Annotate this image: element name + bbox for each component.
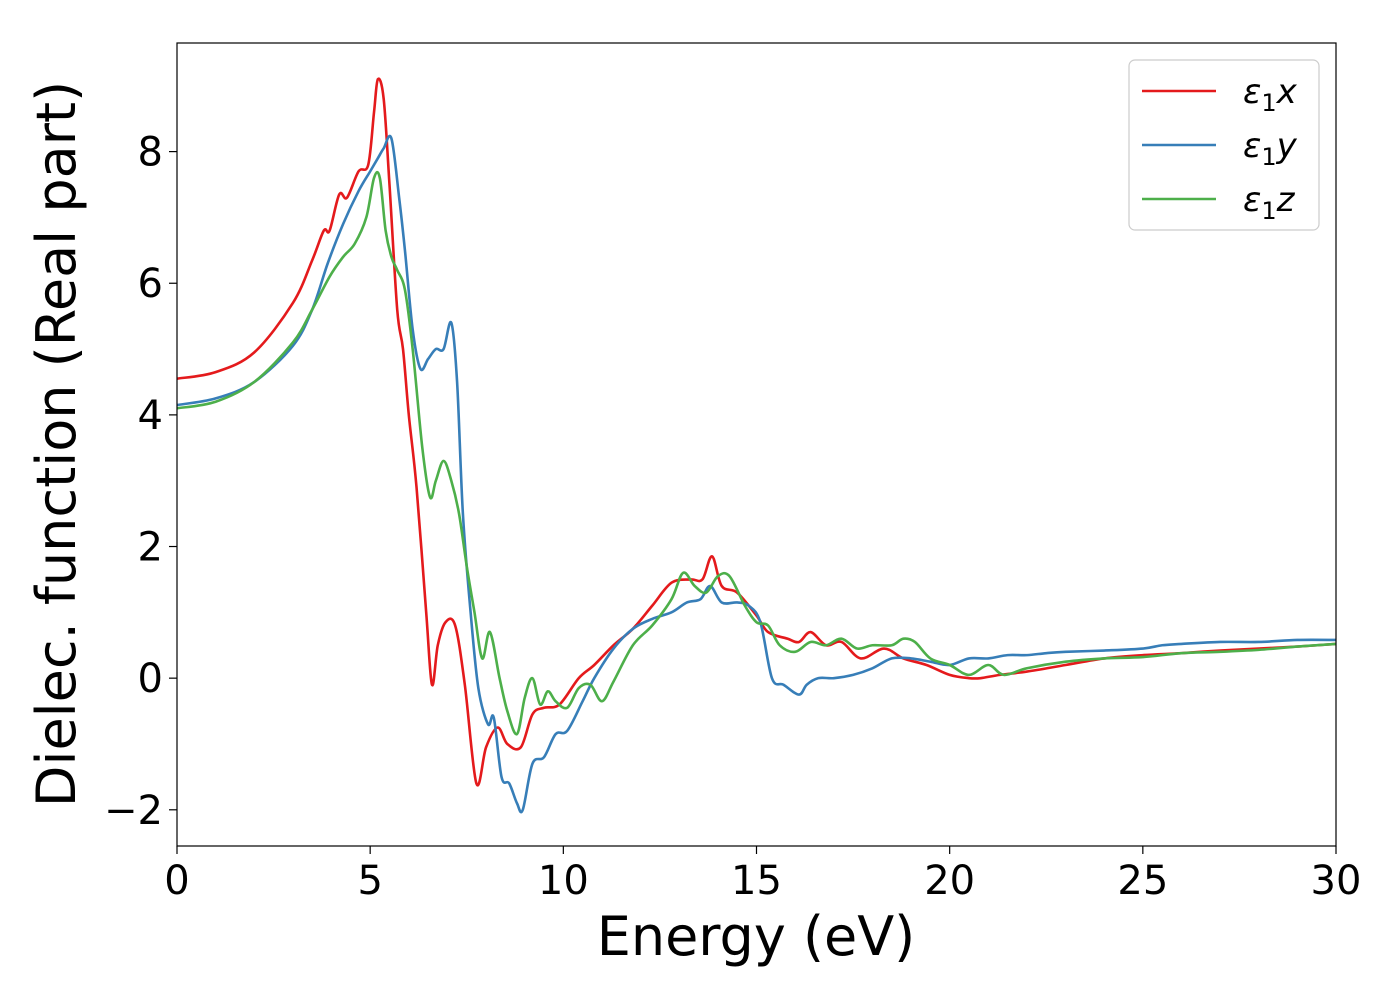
- legend-items: ε1x ε1y ε1z: [1142, 72, 1298, 225]
- legend-label-3: ε1z: [1243, 180, 1296, 225]
- y-tick-label: 6: [138, 261, 163, 307]
- legend-box: [1128, 59, 1320, 231]
- x-axis: 0 5 10 15 20 25 30: [164, 846, 1361, 904]
- y-tick-label: 2: [138, 525, 163, 571]
- x-tick-label: 5: [357, 858, 382, 904]
- y-tick-label: 4: [138, 393, 163, 439]
- x-tick-label: 10: [538, 858, 589, 904]
- x-tick-label: 30: [1311, 858, 1362, 904]
- x-tick-label: 0: [164, 858, 189, 904]
- x-tick-label: 15: [731, 858, 782, 904]
- legend: ε1x ε1y ε1z: [1128, 59, 1320, 231]
- y-tick-label: 8: [138, 130, 163, 176]
- y-tick-label: −2: [104, 788, 163, 834]
- series-line-2: [177, 134, 1336, 814]
- x-axis-title: Energy (eV): [597, 905, 916, 968]
- y-tick-label: 0: [138, 656, 163, 702]
- y-axis: −2 0 2 4 6 8: [104, 130, 177, 834]
- series-line-1: [177, 77, 1336, 787]
- series-layer: [177, 77, 1336, 814]
- y-axis-title: Dielec. function (Real part): [25, 81, 88, 807]
- legend-label-1: ε1x: [1243, 72, 1298, 117]
- series-line-3: [177, 170, 1336, 736]
- legend-label-2: ε1y: [1243, 126, 1298, 171]
- x-tick-label: 20: [924, 858, 975, 904]
- x-tick-label: 25: [1117, 858, 1168, 904]
